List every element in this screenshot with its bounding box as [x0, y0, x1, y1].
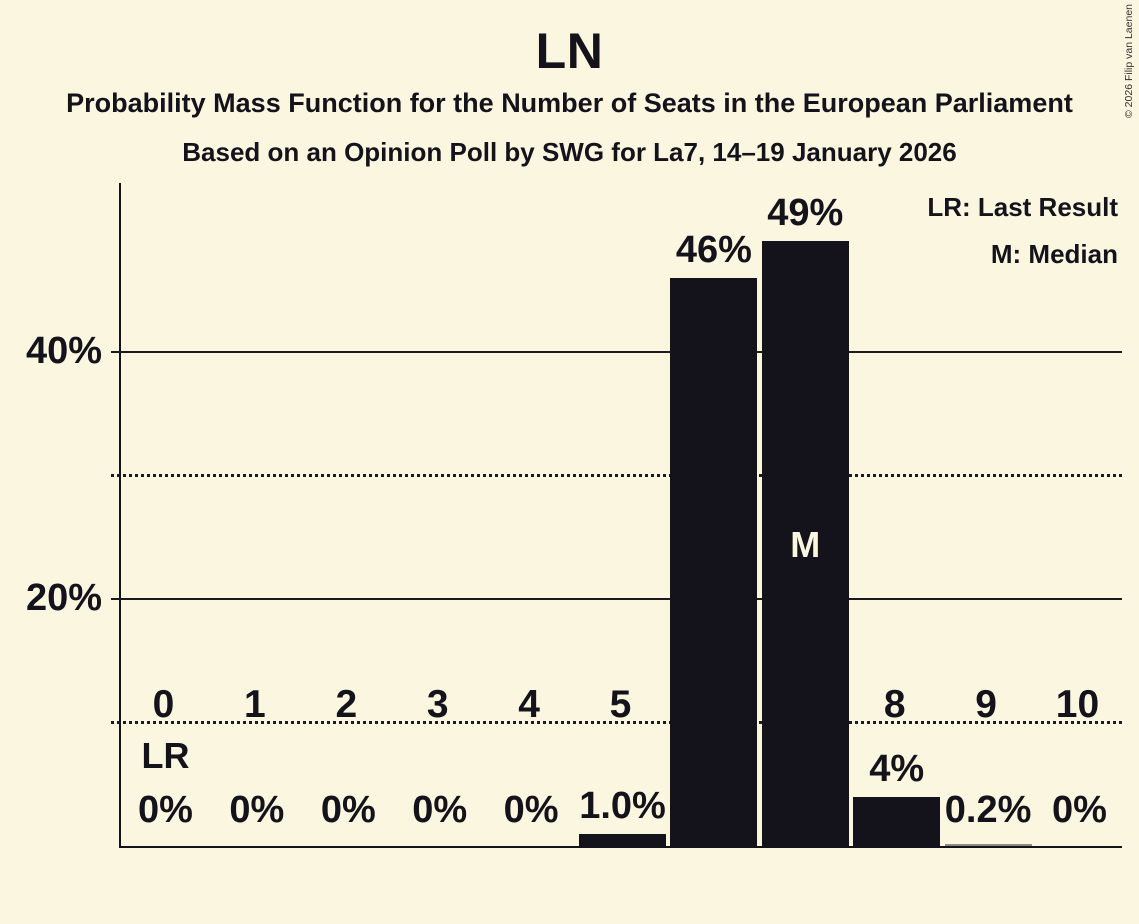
gridline-20pct	[111, 597, 1122, 600]
y-tick-label-20: 20%	[25, 577, 102, 619]
value-label-seat-7: 49%	[767, 192, 844, 234]
x-tick-label-2: 2	[335, 683, 358, 726]
value-label-seat-3: 0%	[412, 789, 468, 831]
x-tick-label-0: 0	[152, 683, 175, 726]
gridline-10pct	[111, 720, 1122, 724]
x-tick-label-10: 10	[1055, 683, 1100, 726]
x-tick-label-1: 1	[244, 683, 266, 726]
x-tick-label-5: 5	[609, 683, 632, 726]
value-label-seat-0: 0%	[138, 789, 193, 831]
x-tick-label-9: 9	[975, 683, 997, 726]
x-tick-label-7: 7	[792, 683, 815, 726]
last-result-marker: LR	[141, 735, 190, 776]
bar-seat-7	[761, 241, 849, 846]
chart-subtitle: Probability Mass Function for the Number…	[66, 88, 1073, 118]
bar-seat-6	[670, 278, 758, 846]
bar-seat-9	[944, 844, 1032, 846]
value-label-seat-2: 0%	[320, 789, 376, 831]
value-label-seat-8: 4%	[869, 748, 925, 790]
legend-last-result: LR: Last Result	[927, 192, 1118, 222]
value-label-seat-4: 0%	[503, 789, 559, 831]
legend-median: M: Median	[990, 239, 1118, 269]
plot-area: 0% 0% 0% 0% 0% 1.0% 46% 49% 4% 0.2% 0% LR M	[111, 183, 1122, 848]
chart-title: LN	[535, 23, 604, 79]
gridline-40pct	[111, 350, 1122, 353]
bar-seat-5	[579, 834, 666, 846]
copyright-notice: © 2026 Filip van Laenen	[1123, 4, 1135, 118]
chart-poll-info: Based on an Opinion Poll by SWG for La7,…	[182, 137, 957, 167]
bar-seat-8	[853, 797, 941, 846]
value-label-seat-10: 0%	[1052, 789, 1107, 831]
value-label-seat-9: 0.2%	[944, 789, 1032, 831]
value-label-seat-5: 1.0%	[579, 785, 666, 827]
x-tick-label-6: 6	[701, 683, 723, 726]
legend: LR: Last Result M: Median	[927, 184, 1118, 278]
x-tick-label-8: 8	[883, 683, 906, 726]
gridline-30pct	[111, 473, 1122, 477]
value-label-seat-1: 0%	[229, 789, 285, 831]
y-tick-label-40: 40%	[25, 330, 102, 372]
x-tick-label-3: 3	[426, 683, 449, 726]
median-marker: M	[790, 524, 821, 566]
x-tick-label-4: 4	[518, 683, 540, 726]
value-label-seat-6: 46%	[675, 229, 752, 271]
